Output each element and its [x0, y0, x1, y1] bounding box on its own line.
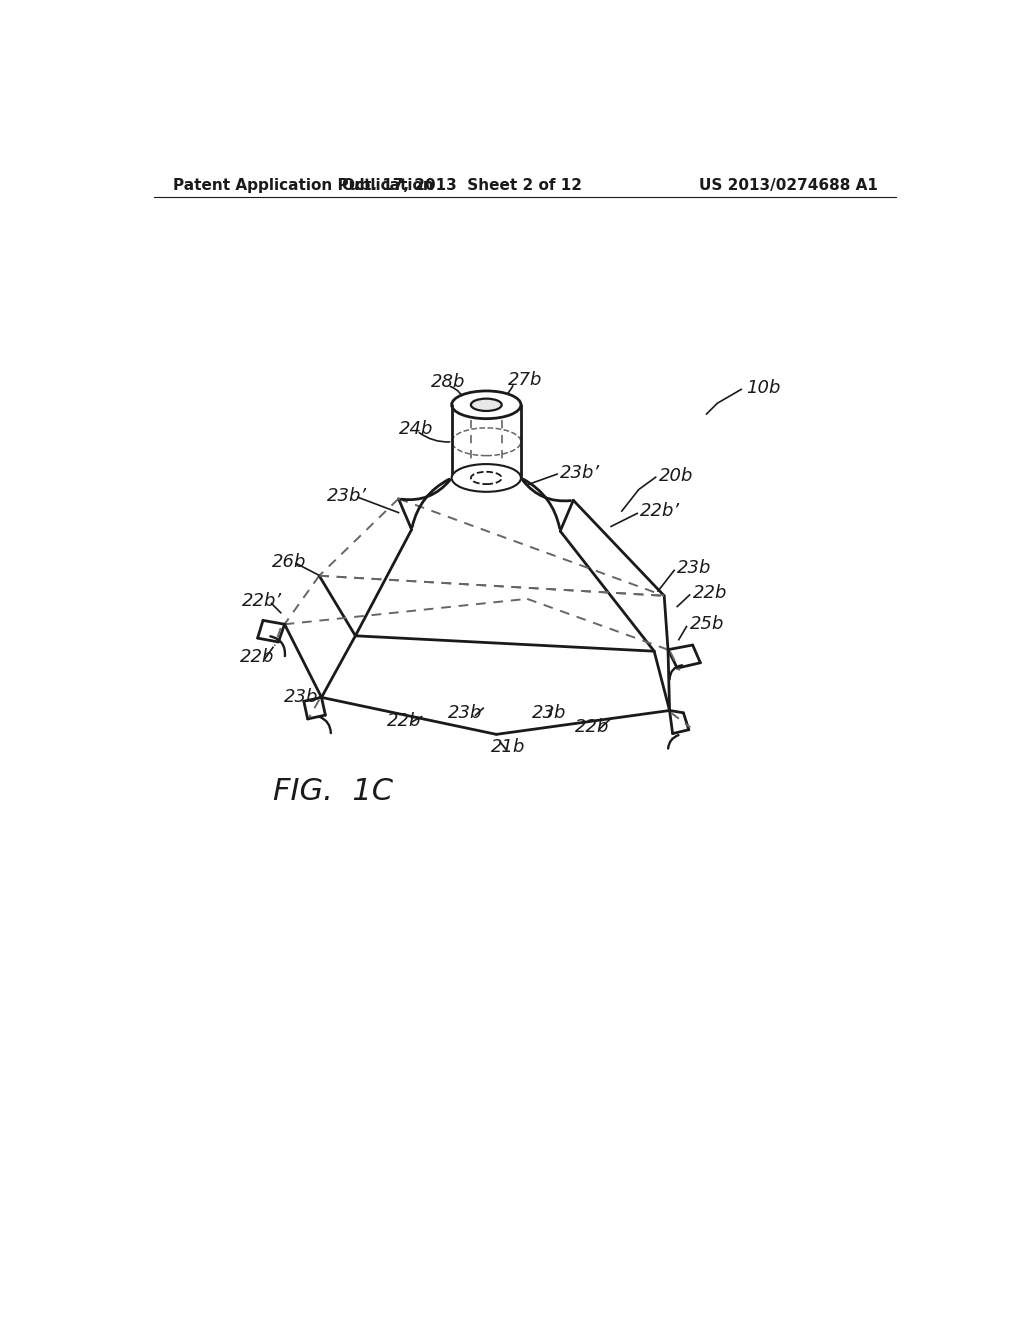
Text: 25b: 25b	[689, 615, 724, 634]
Ellipse shape	[471, 399, 502, 411]
Text: FIG.  1C: FIG. 1C	[273, 777, 393, 805]
Text: 27b: 27b	[508, 371, 543, 389]
Text: 22b’: 22b’	[243, 593, 283, 610]
Text: Oct. 17, 2013  Sheet 2 of 12: Oct. 17, 2013 Sheet 2 of 12	[342, 178, 582, 193]
Text: 22b: 22b	[387, 711, 421, 730]
Text: 22b: 22b	[692, 583, 727, 602]
Text: US 2013/0274688 A1: US 2013/0274688 A1	[698, 178, 878, 193]
Text: 26b: 26b	[271, 553, 306, 570]
Text: 23b: 23b	[531, 704, 566, 722]
Ellipse shape	[452, 465, 521, 492]
Text: Patent Application Publication: Patent Application Publication	[173, 178, 433, 193]
Text: 22b: 22b	[575, 718, 609, 735]
Text: 10b: 10b	[746, 379, 781, 397]
Ellipse shape	[452, 391, 521, 418]
Text: 23b: 23b	[285, 689, 318, 706]
Text: 20b: 20b	[658, 467, 693, 484]
Text: 23b: 23b	[449, 704, 482, 722]
Text: 24b: 24b	[398, 421, 433, 438]
Text: 23b: 23b	[677, 560, 712, 577]
Text: 22b’: 22b’	[640, 502, 680, 520]
Text: 22b: 22b	[240, 648, 274, 667]
Text: 21b: 21b	[490, 738, 525, 755]
Text: 23b’: 23b’	[560, 463, 600, 482]
Text: 28b: 28b	[431, 372, 465, 391]
Text: 23b’: 23b’	[327, 487, 367, 504]
